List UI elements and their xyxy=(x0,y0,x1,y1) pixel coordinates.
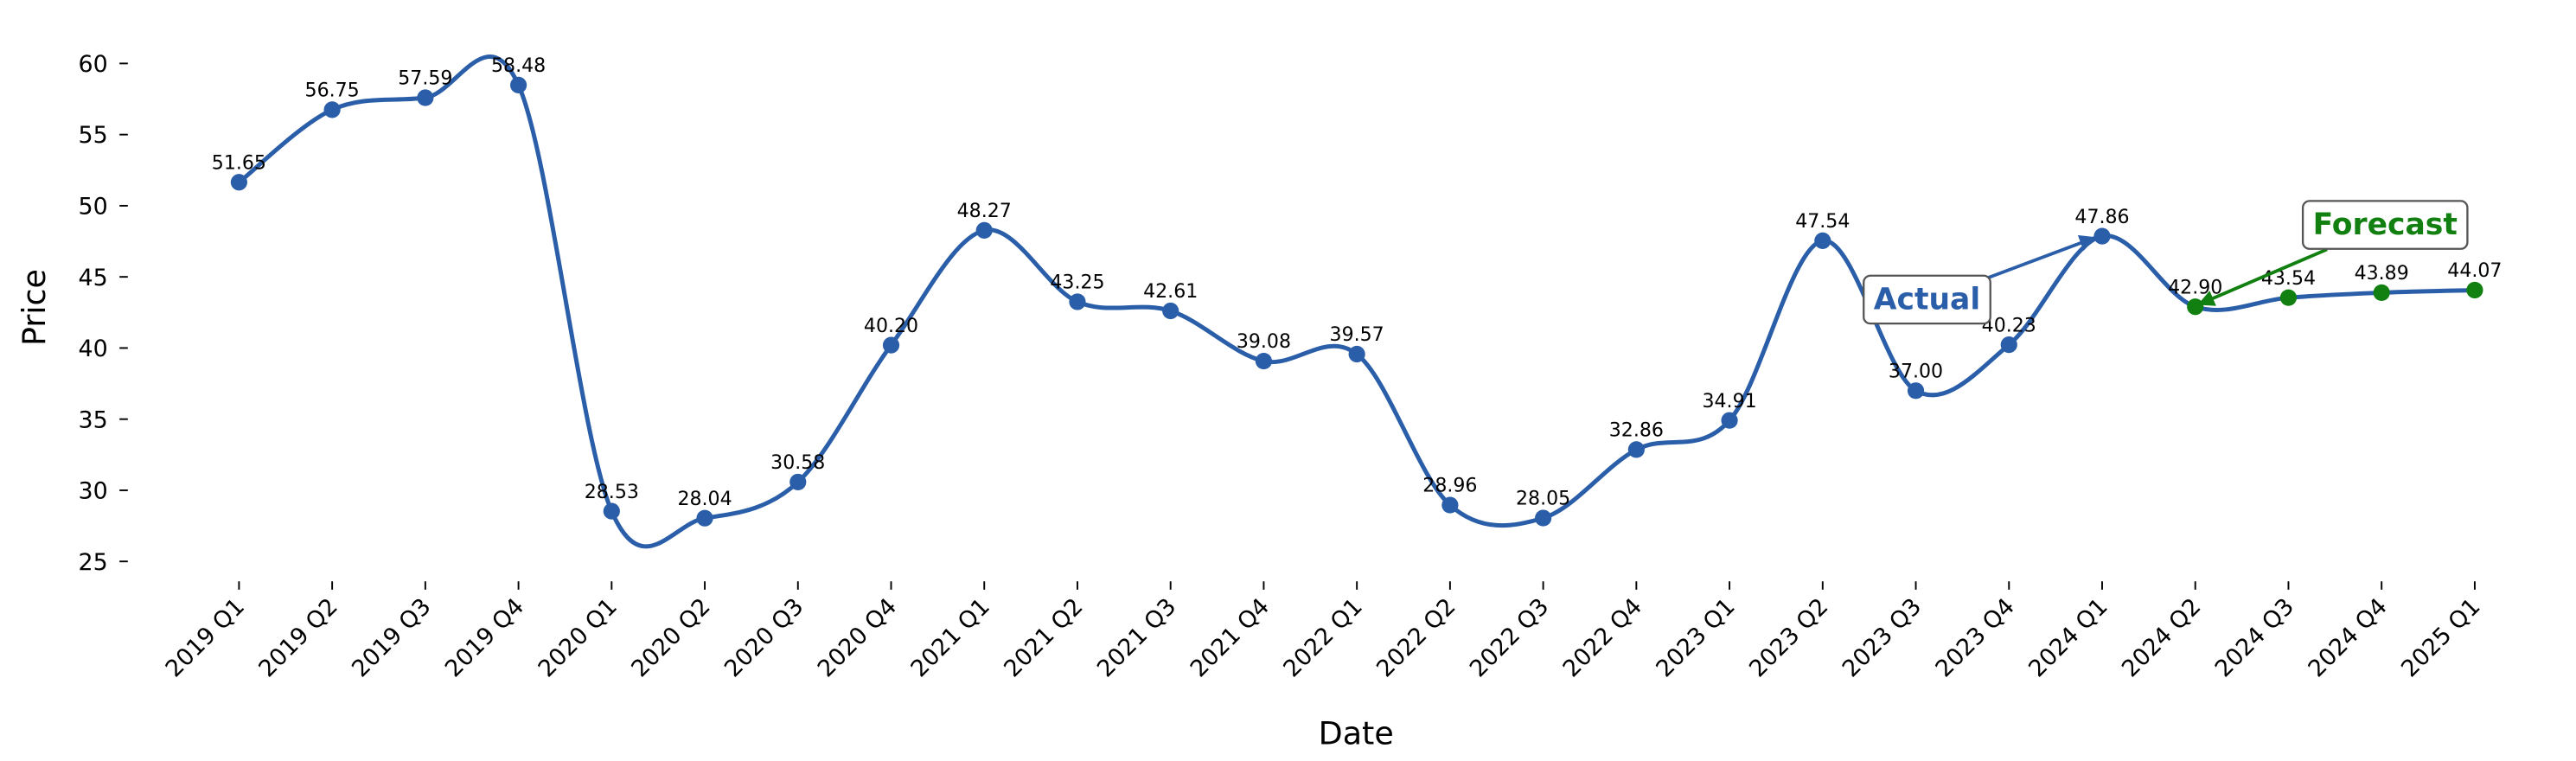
x-tick-label: 2019 Q1 xyxy=(161,593,250,682)
y-tick-label: 40 xyxy=(79,336,108,362)
y-tick-label: 30 xyxy=(79,478,108,505)
value-label: 39.57 xyxy=(1330,324,1384,346)
x-tick-label: 2021 Q1 xyxy=(906,593,995,682)
x-tick-label: 2023 Q2 xyxy=(1744,593,1833,682)
y-tick-label: 55 xyxy=(79,122,108,149)
value-label: 28.05 xyxy=(1516,489,1570,510)
value-label: 40.20 xyxy=(864,316,918,337)
x-tick-label: 2023 Q3 xyxy=(1838,593,1927,682)
point xyxy=(1907,382,1925,400)
value-label: 47.54 xyxy=(1795,211,1850,233)
series-line xyxy=(237,54,2103,549)
value-label: 28.53 xyxy=(585,482,639,503)
connector-line xyxy=(2101,233,2196,310)
value-label: 51.65 xyxy=(212,152,266,174)
point xyxy=(2279,289,2298,306)
value-label: 30.58 xyxy=(770,452,825,474)
x-tick-label: 2020 Q3 xyxy=(719,593,809,682)
point xyxy=(1814,232,1831,249)
x-tick-label: 2024 Q4 xyxy=(2303,593,2392,682)
x-tick-label: 2021 Q2 xyxy=(999,593,1088,682)
point xyxy=(1348,345,1365,363)
point xyxy=(1721,412,1738,429)
legend-box xyxy=(2301,200,2469,250)
x-tick-label: 2020 Q2 xyxy=(626,593,715,682)
legend-label: Forecast xyxy=(2313,208,2458,242)
value-label: 28.96 xyxy=(1422,476,1477,497)
y-tick-label: 50 xyxy=(79,194,108,221)
value-label: 37.00 xyxy=(1889,361,1943,382)
x-axis-label: Date xyxy=(1319,714,1394,751)
point xyxy=(975,221,993,239)
value-label: 44.07 xyxy=(2447,260,2502,282)
value-label: 57.59 xyxy=(398,68,452,90)
annotation-arrow xyxy=(2197,247,2328,306)
value-label: 48.27 xyxy=(957,201,1012,222)
x-tick-label: 2023 Q4 xyxy=(1931,593,2020,682)
value-label: 58.48 xyxy=(491,55,546,77)
point xyxy=(1535,509,1552,527)
value-label: 32.86 xyxy=(1609,420,1664,442)
value-label: 42.61 xyxy=(1143,281,1198,303)
point xyxy=(789,473,807,491)
value-label: 43.25 xyxy=(1050,272,1104,294)
x-tick-label: 2024 Q1 xyxy=(2023,593,2113,682)
y-tick-label: 45 xyxy=(79,265,108,291)
value-label: 43.54 xyxy=(2261,268,2316,290)
point xyxy=(230,174,247,191)
point xyxy=(696,509,713,527)
value-label: 56.75 xyxy=(305,80,360,101)
point xyxy=(2187,298,2204,316)
point xyxy=(1255,352,1273,370)
x-tick-label: 2020 Q4 xyxy=(813,593,902,682)
legend-label: Actual xyxy=(1874,282,1980,317)
point xyxy=(323,101,341,118)
value-label: 34.91 xyxy=(1702,391,1756,412)
x-tick-label: 2019 Q3 xyxy=(347,593,436,682)
y-tick-label: 60 xyxy=(79,51,108,78)
x-tick-label: 2022 Q3 xyxy=(1465,593,1554,682)
value-label: 39.08 xyxy=(1237,331,1291,353)
legend-box xyxy=(1863,274,1991,325)
point xyxy=(417,89,434,106)
x-tick-label: 2022 Q1 xyxy=(1278,593,1367,682)
point xyxy=(2093,227,2111,245)
y-tick-label: 35 xyxy=(79,406,108,433)
y-axis-label: Price xyxy=(16,269,53,346)
point xyxy=(1162,302,1179,320)
value-label: 43.89 xyxy=(2355,263,2409,285)
point xyxy=(1069,293,1086,310)
point xyxy=(2466,281,2483,299)
point xyxy=(603,502,620,520)
x-tick-label: 2023 Q1 xyxy=(1651,593,1740,682)
annotation-arrow xyxy=(1987,235,2097,279)
x-tick-label: 2022 Q2 xyxy=(1371,593,1461,682)
value-label: 28.04 xyxy=(677,489,732,510)
x-tick-label: 2021 Q4 xyxy=(1186,593,1275,682)
x-tick-label: 2021 Q3 xyxy=(1092,593,1181,682)
point xyxy=(1441,496,1459,514)
point xyxy=(2000,336,2017,354)
point xyxy=(1627,441,1645,458)
x-tick-label: 2025 Q1 xyxy=(2396,593,2485,682)
point xyxy=(2373,284,2390,302)
value-label: 47.86 xyxy=(2074,207,2129,228)
x-tick-label: 2020 Q1 xyxy=(534,593,623,682)
value-label: 42.90 xyxy=(2168,277,2222,298)
point xyxy=(882,336,900,354)
series-line xyxy=(2194,287,2475,312)
y-tick-label: 25 xyxy=(79,549,108,576)
x-tick-label: 2024 Q2 xyxy=(2117,593,2206,682)
x-tick-label: 2019 Q2 xyxy=(253,593,342,682)
x-tick-label: 2024 Q3 xyxy=(2210,593,2299,682)
x-tick-label: 2022 Q4 xyxy=(1558,593,1647,682)
point xyxy=(509,76,527,93)
x-tick-label: 2019 Q4 xyxy=(440,593,529,682)
